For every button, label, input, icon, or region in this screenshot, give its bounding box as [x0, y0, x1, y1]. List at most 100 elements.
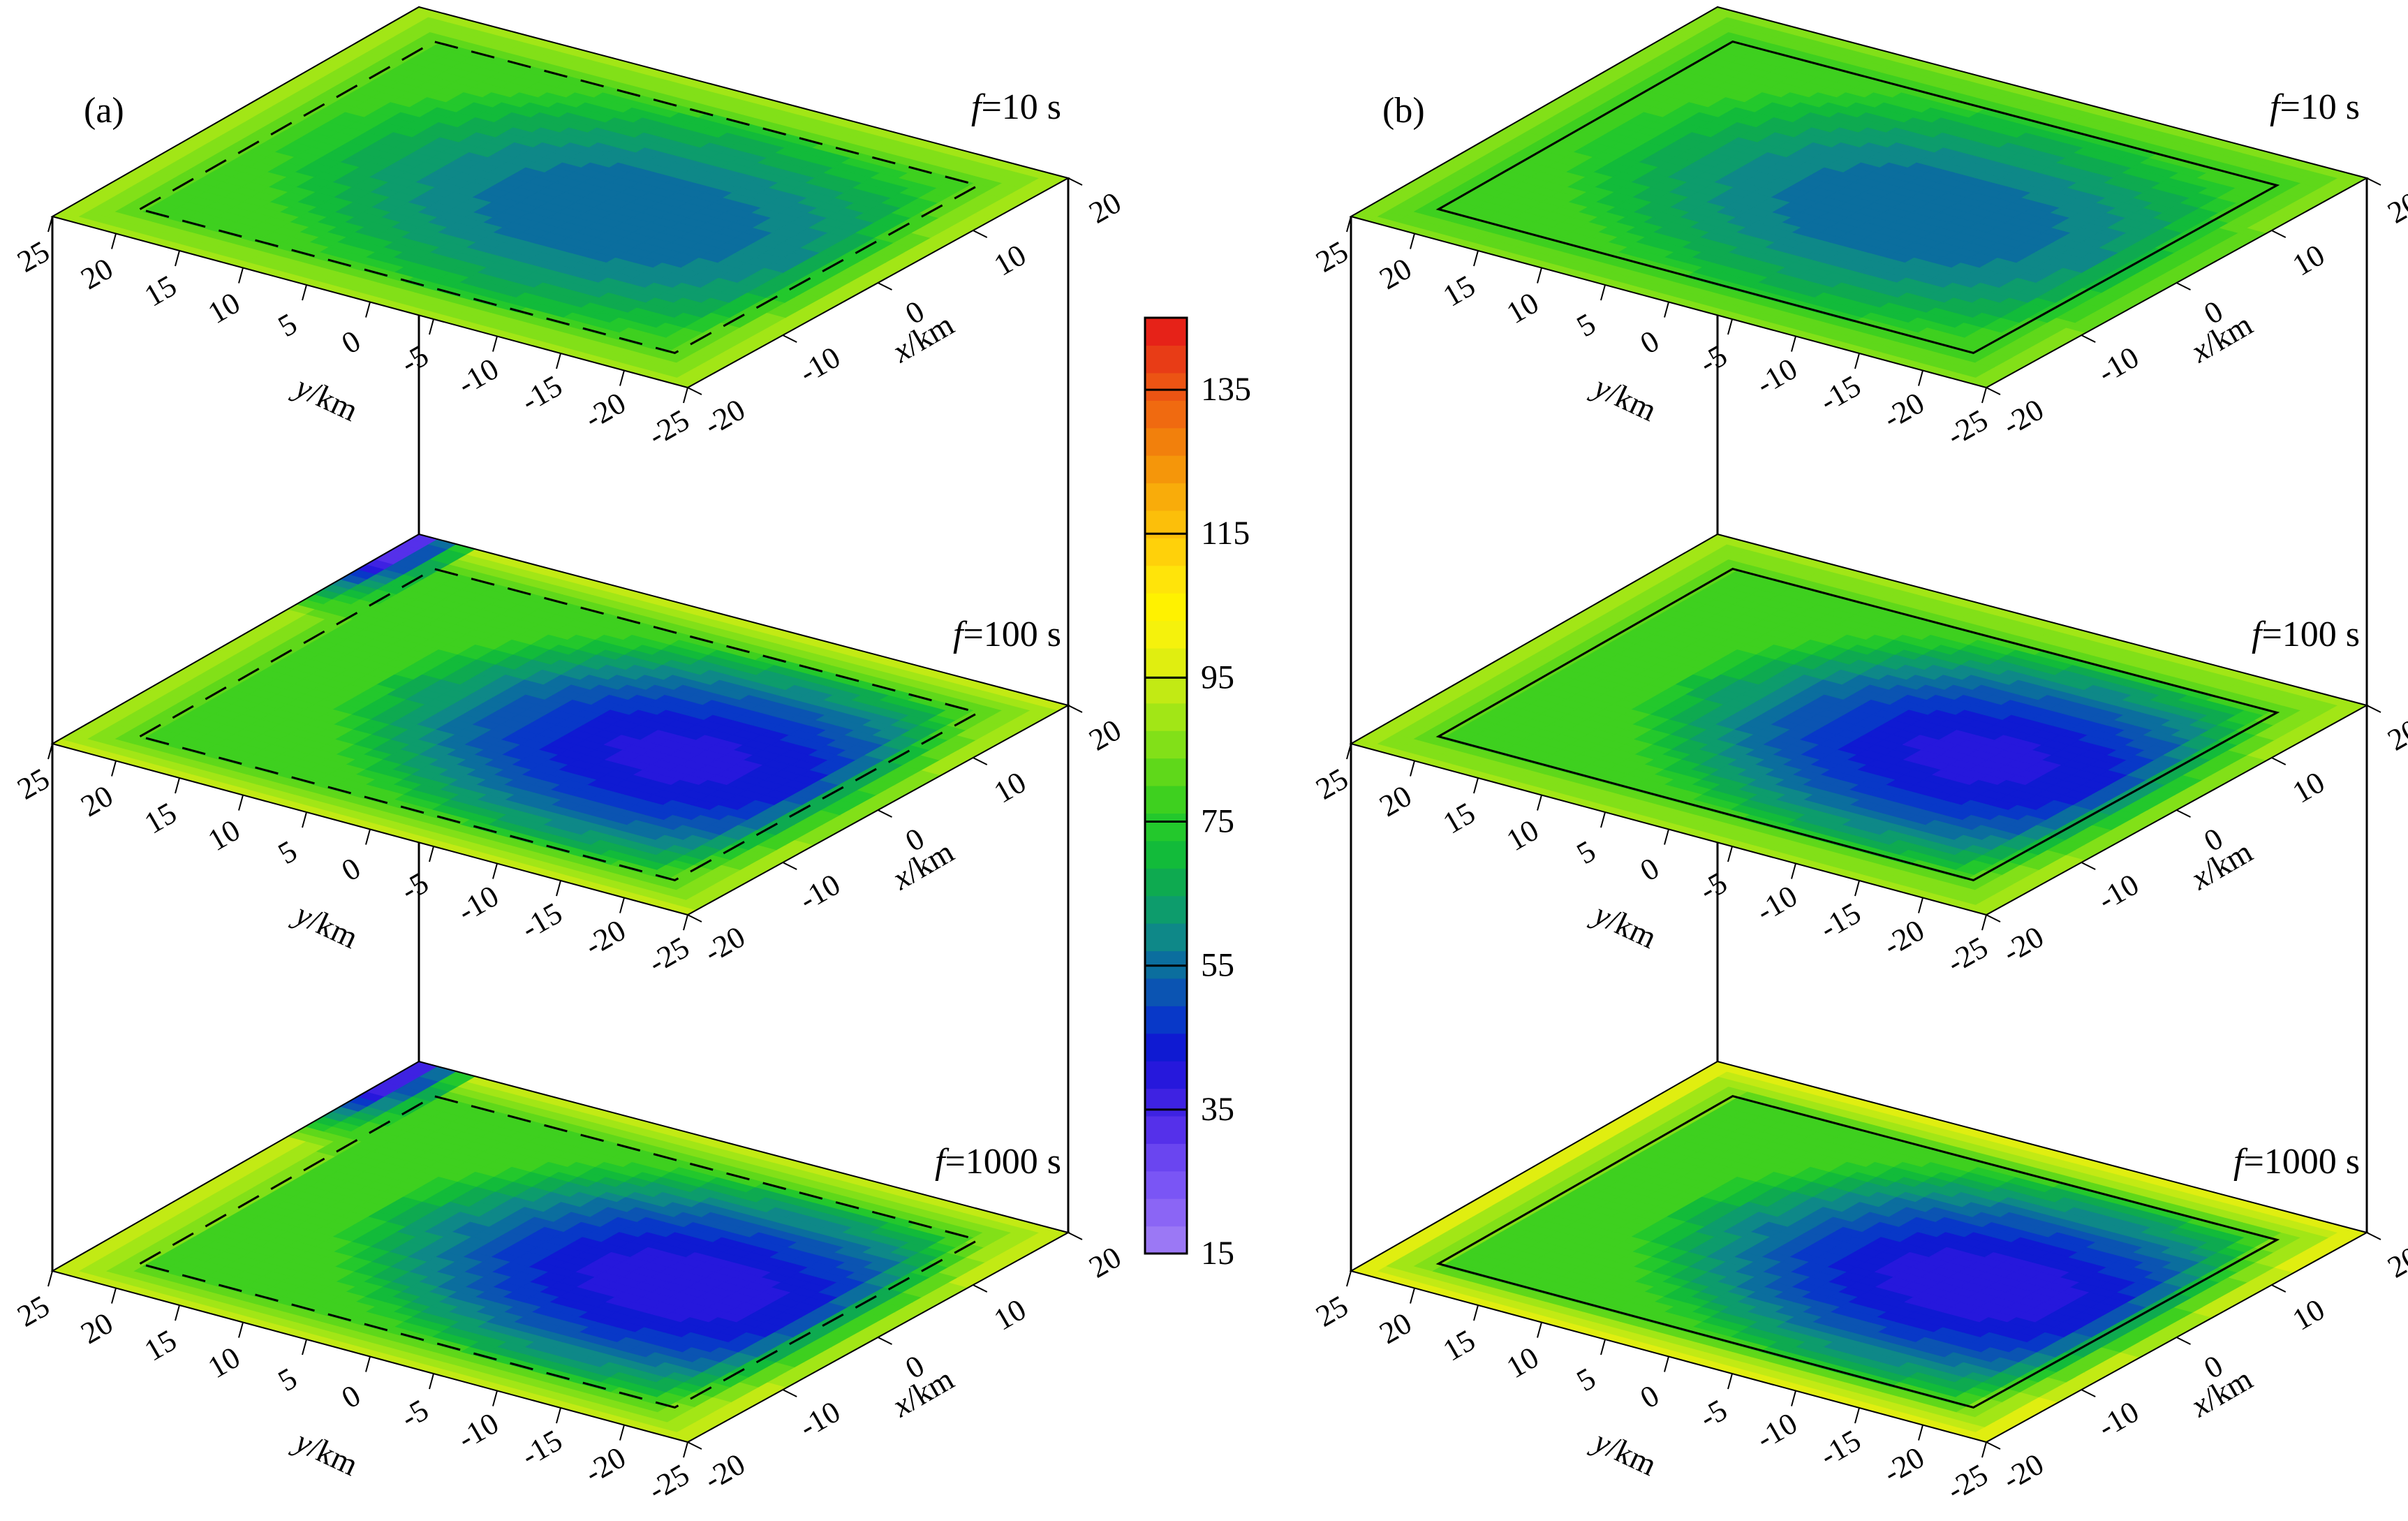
panel-label: (b)	[1382, 91, 1425, 131]
frequency-label: f=10 s	[971, 87, 1061, 127]
x-tick-label: -20	[698, 392, 751, 443]
y-tick-label: -10	[452, 1406, 504, 1456]
y-tick-mark	[492, 1390, 498, 1406]
y-tick-mark	[556, 1407, 561, 1424]
y-tick-label: 25	[11, 1288, 55, 1333]
y-tick-mark	[302, 811, 307, 828]
y-tick-mark	[365, 1356, 371, 1372]
y-tick-mark	[111, 760, 117, 777]
frequency-label: f=100 s	[953, 615, 1061, 654]
y-tick-label: -10	[452, 351, 504, 402]
x-tick-mark	[1068, 177, 1083, 186]
layer-0: 25 20 15 10 5 0 -5 -10 -15 -20 -25 -20-1001020y/kmx…	[11, 6, 1127, 453]
y-tick-label: -20	[579, 913, 631, 963]
y-tick-label: -25	[642, 1457, 695, 1508]
layer-0: 25 20 15 10 5 0 -5 -10 -15 -20 -25 -20-1001020y/kmx…	[1310, 6, 2408, 453]
y-tick-label: -25	[642, 403, 695, 453]
y-tick-label: -20	[579, 1440, 631, 1490]
y-tick-mark	[619, 897, 625, 913]
frequency-label: f=1000 s	[935, 1142, 1061, 1182]
x-tick-mark	[782, 862, 797, 870]
surface-0-0	[51, 6, 1070, 388]
panel-label: (a)	[84, 91, 124, 131]
y-tick-mark	[47, 1270, 53, 1287]
y-tick-mark	[365, 829, 371, 845]
x-tick-mark	[782, 335, 797, 343]
y-tick-label: 10	[202, 1340, 246, 1385]
y-tick-mark	[556, 353, 561, 369]
y-tick-mark	[238, 1322, 244, 1338]
x-tick-mark	[782, 1389, 797, 1397]
x-tick-mark	[1068, 705, 1083, 713]
y-tick-label: -25	[642, 930, 695, 980]
y-tick-label: -15	[515, 1423, 568, 1474]
y-tick-mark	[619, 1425, 625, 1441]
y-tick-mark	[683, 914, 688, 931]
x-tick-mark	[687, 387, 702, 395]
y-tick-label: -5	[395, 1393, 434, 1435]
y-tick-label: -20	[579, 385, 631, 436]
x-tick-label: -20	[698, 920, 751, 970]
y-tick-mark	[175, 777, 180, 794]
y-tick-mark	[556, 880, 561, 897]
y-tick-mark	[111, 233, 117, 249]
x-tick-label: 10	[988, 765, 1032, 809]
y-tick-label: 20	[75, 1306, 119, 1351]
y-tick-label: 0	[336, 1378, 367, 1415]
panels-group: (a)25 20 15 10 5 0 -5 -10 -15 -20 -25 -20-1001020y/…	[11, 6, 2408, 1508]
x-tick-label: -10	[793, 867, 845, 918]
layer-2: 25 20 15 10 5 0 -5 -10 -15 -20 -25 -20-1001020y/kmx…	[11, 1060, 1127, 1508]
y-tick-mark	[429, 318, 434, 335]
x-tick-label: -10	[793, 1395, 845, 1445]
y-axis-label: y/km	[288, 367, 364, 428]
y-tick-mark	[683, 387, 688, 404]
y-tick-label: 5	[272, 834, 303, 871]
y-tick-mark	[683, 1441, 688, 1458]
x-tick-label: 10	[988, 1292, 1032, 1337]
y-tick-label: 15	[138, 795, 182, 840]
y-tick-label: 20	[75, 779, 119, 823]
y-tick-label: 5	[272, 307, 303, 344]
x-tick-mark	[878, 282, 892, 291]
y-tick-mark	[365, 302, 371, 318]
x-tick-mark	[1068, 1232, 1083, 1240]
frequency-value: =1000 s	[945, 1142, 1061, 1182]
x-tick-mark	[973, 230, 988, 238]
y-tick-mark	[492, 863, 498, 879]
y-tick-label: -10	[452, 879, 504, 929]
x-tick-label: 20	[1083, 185, 1127, 230]
x-tick-mark	[687, 914, 702, 923]
frequency-value: =10 s	[981, 87, 1061, 127]
y-tick-mark	[429, 1373, 434, 1390]
y-tick-mark	[302, 284, 307, 301]
y-tick-label: 0	[336, 851, 367, 888]
x-tick-mark	[973, 757, 988, 765]
x-tick-mark	[878, 809, 892, 818]
x-tick-label: 20	[1083, 1240, 1127, 1284]
y-axis-label: y/km	[288, 1422, 364, 1483]
panel-1: (b)25 20 15 10 5 0 -5 -10 -15 -20 -25 -20-1001020y/…	[1310, 6, 2408, 1507]
y-tick-label: 15	[138, 1323, 182, 1367]
panel-0: (a)25 20 15 10 5 0 -5 -10 -15 -20 -25 -20-1001020y/…	[11, 6, 1127, 1508]
y-tick-label: 10	[202, 286, 246, 330]
y-tick-mark	[238, 795, 244, 811]
y-tick-label: 0	[336, 323, 367, 360]
y-tick-label: 10	[202, 813, 246, 858]
y-tick-mark	[619, 370, 625, 386]
y-tick-mark	[175, 250, 180, 267]
y-tick-label: -5	[395, 865, 434, 908]
y-tick-mark	[429, 846, 434, 862]
y-tick-label: 25	[11, 761, 55, 806]
x-tick-label: 10	[988, 237, 1032, 282]
frequency-value: =100 s	[963, 615, 1061, 654]
x-tick-label: -20	[698, 1447, 751, 1497]
y-tick-mark	[302, 1339, 307, 1355]
y-tick-label: -15	[515, 896, 568, 946]
y-tick-label: -15	[515, 369, 568, 419]
y-tick-mark	[175, 1305, 180, 1321]
y-tick-label: 15	[138, 268, 182, 313]
x-tick-label: 20	[1083, 712, 1127, 757]
layer-1: 25 20 15 10 5 0 -5 -10 -15 -20 -25 -20-1001020y/kmx…	[11, 533, 1127, 980]
x-tick-label: -10	[793, 340, 845, 390]
